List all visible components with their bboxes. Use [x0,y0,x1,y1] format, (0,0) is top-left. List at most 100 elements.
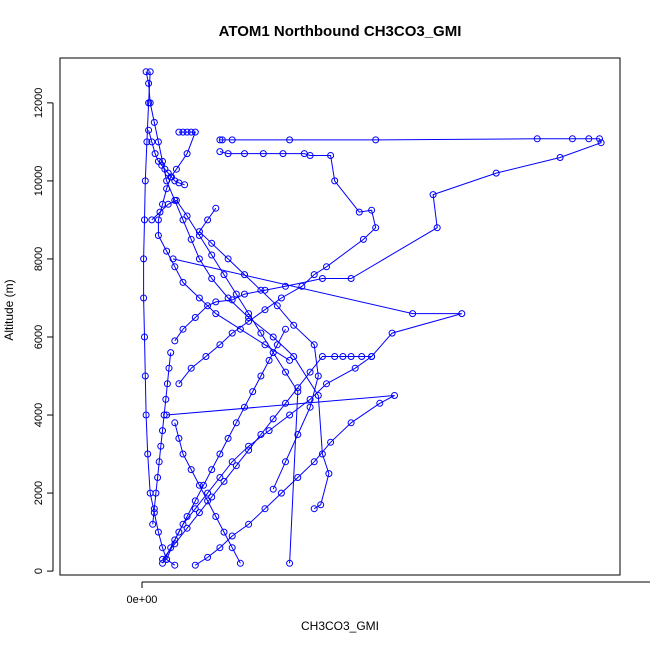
data-point [282,458,289,466]
data-point [236,559,244,567]
series-line-13 [174,422,241,564]
data-point [159,427,166,435]
data-point [191,561,199,569]
data-point [351,364,359,372]
data-point [208,239,216,247]
data-point [154,216,162,224]
data-point [310,271,318,279]
data-point [286,136,294,144]
data-point [347,353,355,360]
data-point [228,544,236,552]
data-point [141,372,149,380]
data-point [261,286,269,294]
data-point [368,353,376,360]
data-point [224,150,232,158]
data-point [175,380,183,388]
data-point [191,128,199,136]
data-point [195,255,203,263]
data-point [257,431,265,438]
data-point [310,458,318,466]
data-point [208,275,216,282]
data-point [175,528,183,536]
data-point [195,232,203,239]
data-point [331,353,339,360]
data-point [187,364,195,372]
data-point [150,505,158,513]
data-point [376,399,384,407]
data-point [310,341,318,349]
data-point [232,462,240,470]
data-point [195,294,203,302]
data-point [358,353,366,360]
data-point [172,196,180,204]
data-point [318,450,326,458]
data-point [200,481,207,489]
data-point [318,353,326,360]
series-line-8 [198,207,319,490]
data-point [181,181,189,189]
data-point [216,450,224,458]
data-point [162,395,170,403]
data-point [172,165,180,173]
data-point [228,458,236,466]
data-point [290,353,298,360]
data-point [183,212,191,220]
y-tick-label: 6000 [33,325,45,349]
data-point [259,150,267,158]
series-layer [140,68,605,569]
data-point [179,325,187,333]
data-point [294,388,302,396]
data-point [245,446,253,454]
data-point [146,68,154,76]
data-point [171,177,179,185]
data-point [314,372,322,380]
data-point [183,513,191,520]
data-point [169,255,177,263]
data-point [327,438,335,446]
data-point [179,278,187,286]
data-point [179,520,187,528]
data-point [241,403,248,411]
chart-title: ATOM1 Northbound CH3CO3_GMI [219,23,462,40]
data-point [159,157,166,165]
x-axis: 0e+001e-042e-043e-044e-045e-04 [127,581,650,606]
data-point [269,349,277,357]
data-point [187,235,195,243]
data-point [273,341,281,349]
data-point [286,559,294,567]
data-point [306,152,314,159]
y-tick-label: 8000 [33,247,45,271]
data-point [286,411,294,419]
data-point [179,216,187,224]
data-point [220,271,228,279]
data-point [165,364,173,372]
data-point [157,442,165,450]
data-point [585,135,593,143]
data-point [171,419,179,427]
x-tick-label: 0e+00 [127,594,158,606]
data-point [556,154,564,161]
data-point [202,353,210,360]
data-point [372,136,380,144]
data-point [347,275,355,282]
data-point [325,470,333,478]
data-point [144,450,152,458]
data-point [294,431,302,438]
data-point [145,126,153,134]
data-point [216,341,224,349]
data-point [160,411,168,419]
series-line-1 [174,138,602,342]
data-point [224,255,232,263]
data-point [163,177,171,185]
data-point [228,532,236,540]
data-point [140,255,148,263]
data-point [195,481,203,489]
y-tick-label: 2000 [33,481,45,505]
data-point [154,138,162,146]
data-point [323,263,330,271]
data-point [140,294,148,302]
data-point [204,216,212,224]
data-point [216,148,224,156]
data-point [269,333,277,341]
